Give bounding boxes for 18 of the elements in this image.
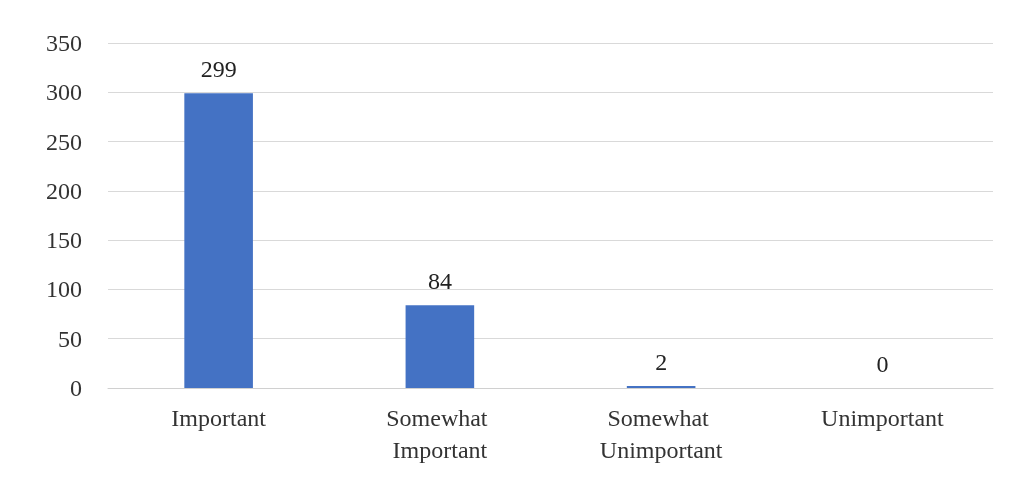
y-tick-label: 200 [46,177,82,204]
x-tick-label: Somewhat Important [386,405,494,463]
y-tick-label: 300 [46,79,82,106]
x-tick-label: Unimportant [821,405,945,431]
data-label: 2 [655,349,668,376]
x-tick-label: Somewhat Unimportant [599,405,723,463]
y-tick-label: 250 [46,128,82,155]
data-label: 299 [200,56,237,83]
data-label: 0 [876,351,889,377]
y-tick-label: 350 [46,30,82,56]
data-label: 84 [427,268,452,295]
y-tick-label: 50 [58,325,82,352]
bar [405,305,475,388]
y-tick-label: 150 [46,227,82,254]
y-tick-label: 0 [70,375,82,401]
x-tick-label: Important [171,405,267,431]
bar [184,93,253,388]
y-tick-label: 100 [46,276,82,303]
